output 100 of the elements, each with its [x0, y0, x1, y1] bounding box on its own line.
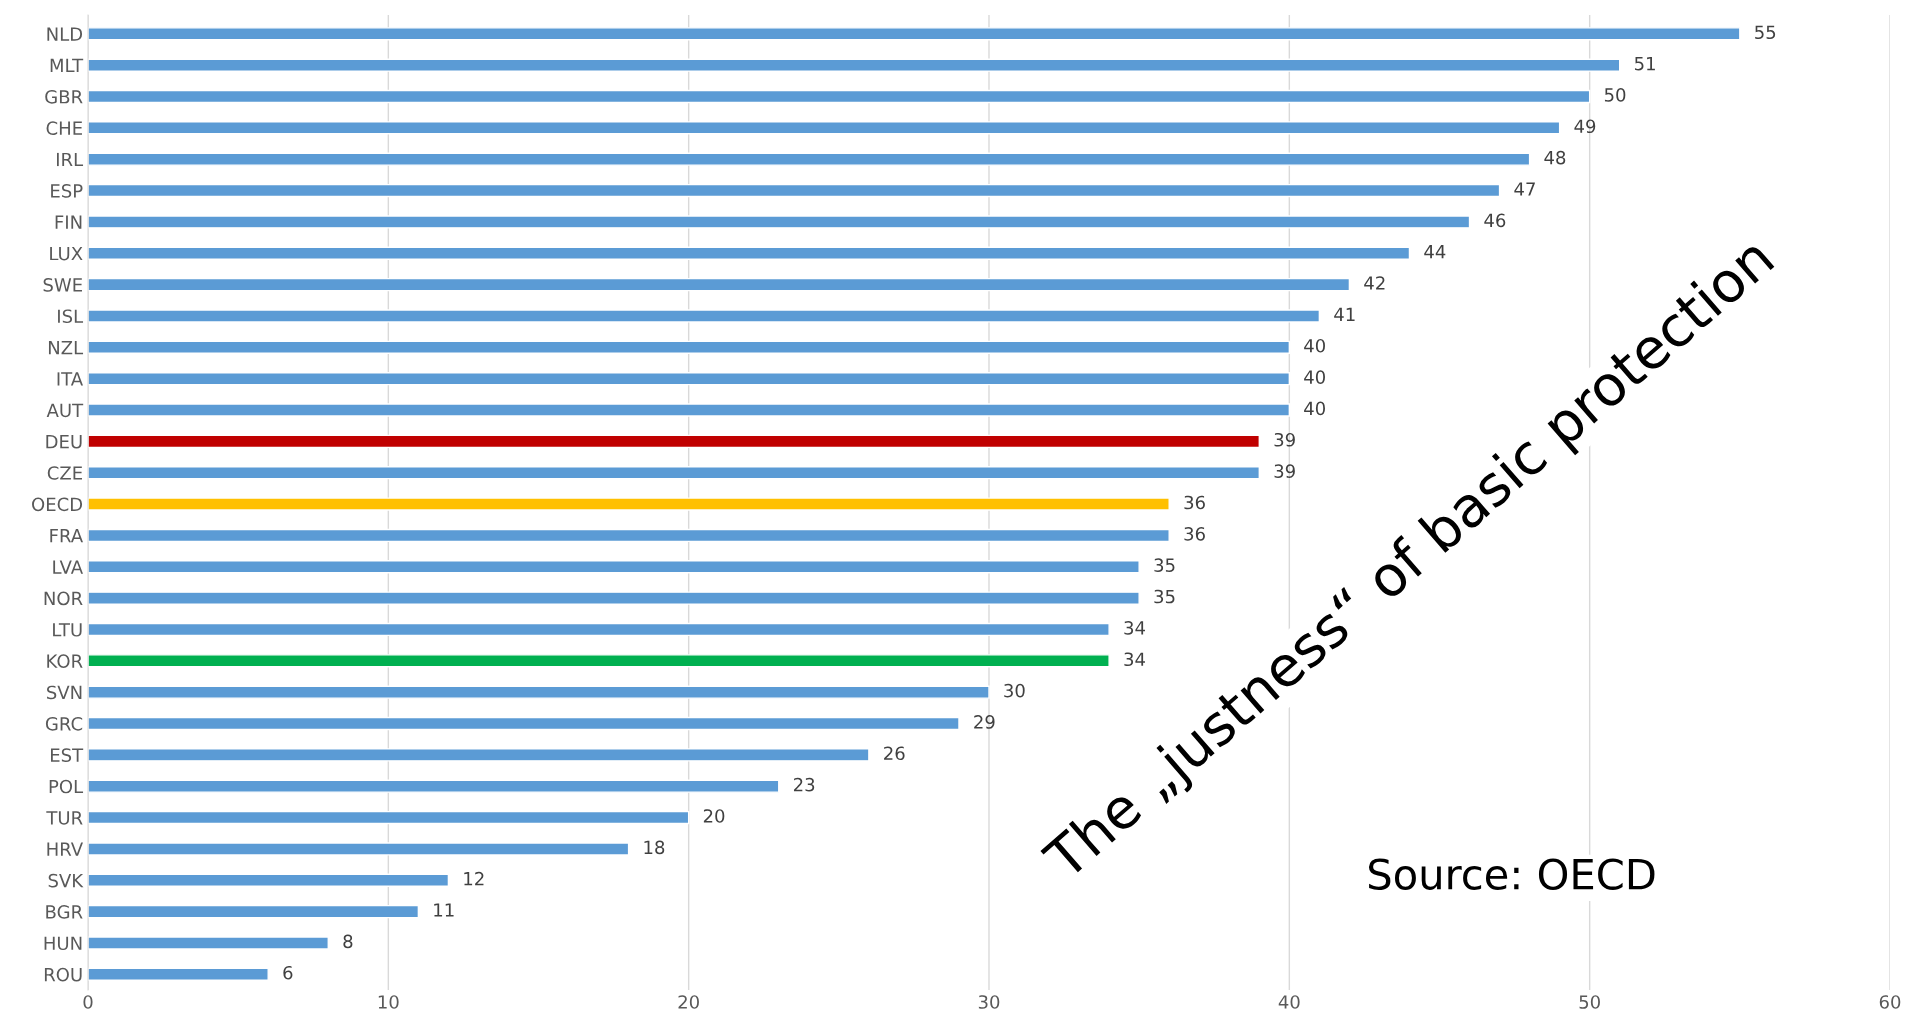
- bar: [88, 810, 690, 825]
- bar: [88, 27, 1741, 41]
- bar: [88, 152, 1531, 166]
- bar: [88, 121, 1561, 135]
- bar: [88, 466, 1260, 480]
- data-label: 50: [1604, 88, 1626, 102]
- y-tick-label: POL: [49, 779, 84, 794]
- bar: [88, 528, 1170, 543]
- data-label: 18: [644, 840, 665, 855]
- y-tick-label: CZE: [47, 466, 82, 480]
- bar: [88, 497, 1170, 511]
- y-tick-label: IRL: [56, 152, 84, 167]
- y-tick-label: BGR: [46, 905, 83, 919]
- bar: [88, 842, 630, 856]
- y-tick-label: LTU: [53, 623, 82, 637]
- data-label: 34: [1124, 621, 1145, 635]
- y-tick-label: AUT: [46, 403, 84, 418]
- y-tick-label: EST: [51, 748, 84, 762]
- y-tick-label: TUR: [46, 811, 83, 825]
- y-tick-label: HRV: [47, 842, 83, 856]
- y-tick-label: FRA: [50, 529, 83, 543]
- y-tick-label: DEU: [46, 435, 82, 449]
- bar: [88, 340, 1291, 354]
- data-label: 51: [1634, 56, 1655, 71]
- bar: [88, 403, 1291, 417]
- y-tick-label: LUX: [50, 246, 83, 261]
- data-label: 41: [1334, 307, 1355, 321]
- data-label: 29: [974, 715, 995, 729]
- bar: [88, 434, 1260, 449]
- x-tick-label: 40: [1278, 995, 1300, 1009]
- y-tick-label: SVK: [48, 873, 84, 888]
- data-label: 23: [793, 777, 815, 792]
- bar: [88, 967, 269, 981]
- x-tick-label: 30: [978, 995, 1000, 1009]
- y-tick-label: ITA: [57, 372, 83, 386]
- y-tick-label: GRC: [45, 716, 83, 731]
- x-tick-label: 20: [678, 995, 699, 1009]
- x-tick-label: 50: [1579, 995, 1600, 1009]
- data-label: 42: [1364, 276, 1385, 290]
- data-label: 46: [1484, 213, 1506, 228]
- y-tick-label: NZL: [48, 341, 84, 355]
- y-tick-label: LVA: [53, 560, 83, 574]
- bar: [88, 277, 1351, 292]
- y-tick-label: ROU: [44, 967, 82, 982]
- data-label: 48: [1544, 150, 1566, 165]
- data-label: 35: [1154, 558, 1175, 573]
- bar: [88, 591, 1140, 605]
- bar: [88, 622, 1110, 637]
- data-label: 49: [1574, 119, 1596, 134]
- data-label: 26: [884, 746, 905, 761]
- bar: [88, 183, 1501, 198]
- x-tick-label: 10: [378, 995, 399, 1009]
- y-tick-label: CHE: [46, 121, 82, 135]
- y-tick-label: SVN: [47, 685, 82, 700]
- data-label: 40: [1304, 370, 1325, 384]
- bar: [88, 560, 1140, 574]
- y-tick-label: NLD: [47, 27, 83, 41]
- data-label: 40: [1304, 401, 1325, 416]
- data-label: 39: [1274, 432, 1295, 447]
- annotation: Source: OECD: [1368, 858, 1655, 890]
- y-tick-label: ESP: [51, 184, 83, 198]
- bar: [88, 246, 1411, 260]
- bar: [88, 372, 1291, 386]
- bar: [88, 58, 1621, 72]
- bar: [88, 936, 329, 950]
- data-label: 40: [1304, 338, 1325, 353]
- data-label: 11: [434, 903, 454, 917]
- y-tick-label: GBR: [45, 89, 83, 104]
- bar: [88, 716, 960, 731]
- bar: [88, 779, 780, 793]
- bar: [88, 748, 870, 762]
- bar: [88, 654, 1110, 668]
- data-label: 47: [1514, 182, 1535, 196]
- data-label: 39: [1274, 464, 1295, 478]
- bar: [88, 89, 1591, 104]
- y-tick-label: HUN: [44, 936, 82, 951]
- y-tick-label: ISL: [58, 309, 84, 324]
- data-label: 12: [464, 871, 484, 886]
- data-label: 30: [1004, 683, 1025, 698]
- data-label: 34: [1124, 652, 1145, 667]
- bar: [88, 685, 990, 699]
- y-tick-label: KOR: [47, 654, 83, 668]
- x-tick-label: 60: [1879, 995, 1901, 1009]
- data-label: 36: [1184, 495, 1205, 510]
- bar: [88, 215, 1471, 229]
- bar: [88, 904, 420, 919]
- data-label: 20: [703, 809, 725, 823]
- bar: [88, 309, 1321, 323]
- y-tick-label: SWE: [43, 278, 82, 292]
- y-tick-label: FIN: [55, 215, 82, 229]
- data-label: 55: [1755, 25, 1776, 40]
- data-label: 44: [1424, 245, 1446, 259]
- y-tick-label: MLT: [50, 58, 84, 73]
- data-label: 8: [343, 934, 353, 949]
- data-label: 6: [283, 965, 293, 980]
- y-tick-label: OECD: [32, 497, 83, 512]
- y-tick-label: NOR: [44, 591, 83, 606]
- bar: [88, 873, 450, 887]
- x-tick-label: 0: [83, 995, 93, 1009]
- data-label: 36: [1184, 527, 1205, 541]
